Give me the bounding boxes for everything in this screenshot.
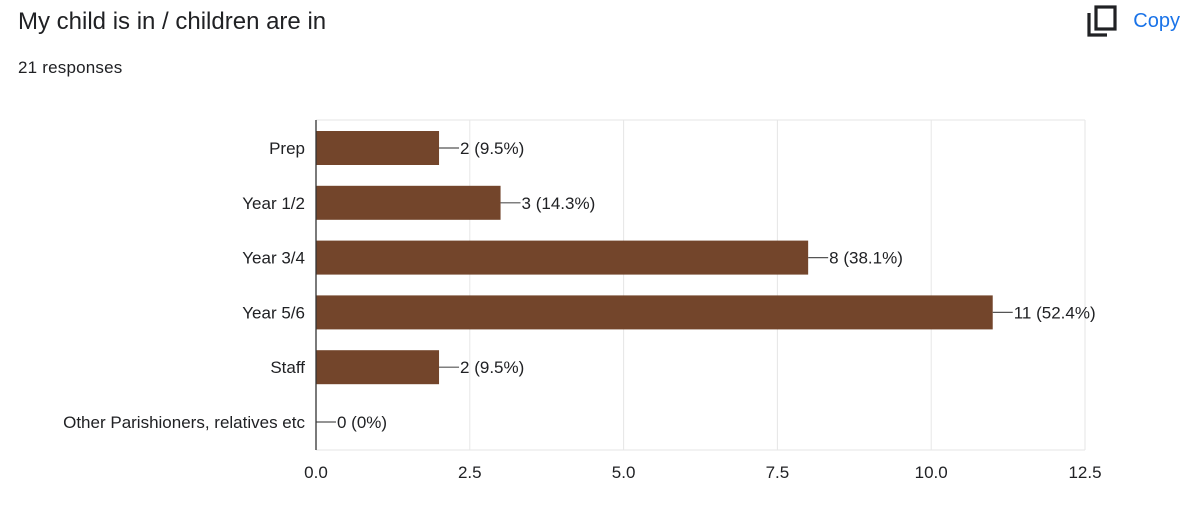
category-label: Year 3/4 bbox=[242, 249, 305, 268]
bar bbox=[316, 350, 440, 385]
x-tick-label: 5.0 bbox=[612, 463, 636, 482]
category-label: Year 1/2 bbox=[242, 194, 305, 213]
data-label: 2 (9.5%) bbox=[460, 139, 524, 158]
x-tick-label: 10.0 bbox=[915, 463, 948, 482]
category-label: Year 5/6 bbox=[242, 303, 305, 322]
bar bbox=[316, 295, 993, 330]
data-label: 2 (9.5%) bbox=[460, 358, 524, 377]
bar bbox=[316, 240, 809, 275]
x-tick-label: 7.5 bbox=[766, 463, 790, 482]
chart-title: My child is in / children are in bbox=[18, 8, 327, 35]
category-label: Prep bbox=[269, 139, 305, 158]
response-count: 21 responses bbox=[18, 58, 123, 77]
copy-button[interactable]: Copy bbox=[1085, 4, 1180, 38]
copy-label: Copy bbox=[1133, 9, 1180, 32]
data-label: 8 (38.1%) bbox=[829, 249, 903, 268]
copy-icon bbox=[1087, 5, 1117, 37]
bar bbox=[316, 131, 440, 165]
x-tick-label: 12.5 bbox=[1068, 463, 1101, 482]
category-label: Staff bbox=[270, 358, 305, 377]
bar bbox=[316, 185, 501, 220]
data-label: 11 (52.4%) bbox=[1014, 303, 1096, 322]
data-label: 3 (14.3%) bbox=[522, 194, 596, 213]
category-label: Other Parishioners, relatives etc bbox=[63, 413, 305, 432]
x-tick-label: 0.0 bbox=[304, 463, 328, 482]
data-label: 0 (0%) bbox=[337, 413, 387, 432]
x-tick-label: 2.5 bbox=[458, 463, 482, 482]
